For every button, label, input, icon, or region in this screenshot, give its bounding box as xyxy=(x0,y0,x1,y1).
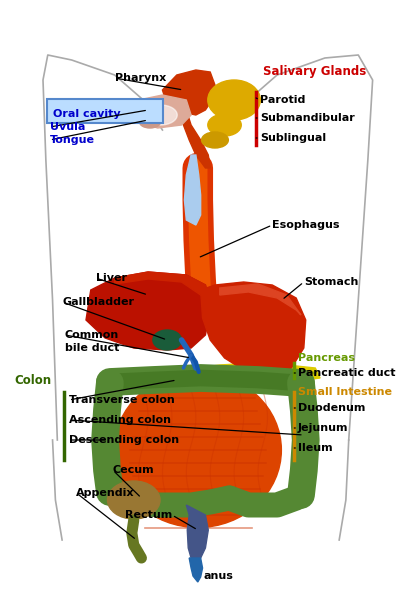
Text: Submandibular: Submandibular xyxy=(259,113,354,123)
Ellipse shape xyxy=(143,105,177,125)
Text: Common: Common xyxy=(65,330,119,340)
Text: Pharynx: Pharynx xyxy=(114,73,166,83)
Text: Duodenum: Duodenum xyxy=(297,403,365,413)
Text: anus: anus xyxy=(203,571,233,581)
Ellipse shape xyxy=(139,116,160,128)
Ellipse shape xyxy=(207,80,260,120)
Text: Cecum: Cecum xyxy=(112,465,154,475)
Polygon shape xyxy=(200,282,305,375)
Text: Oral cavity: Oral cavity xyxy=(52,109,120,119)
Text: Ileum: Ileum xyxy=(297,443,332,453)
Ellipse shape xyxy=(201,132,228,148)
Text: Esophagus: Esophagus xyxy=(272,220,339,230)
Polygon shape xyxy=(186,505,208,562)
Text: Parotid: Parotid xyxy=(259,95,304,105)
Text: Ascending colon: Ascending colon xyxy=(69,415,171,425)
Text: Appendix: Appendix xyxy=(76,488,135,498)
Text: Salivary Glands: Salivary Glands xyxy=(262,65,365,78)
Polygon shape xyxy=(86,272,210,350)
Text: Small Intestine: Small Intestine xyxy=(297,387,391,397)
Polygon shape xyxy=(219,284,300,315)
Polygon shape xyxy=(189,558,202,582)
Polygon shape xyxy=(162,70,214,115)
Text: Gallbladder: Gallbladder xyxy=(62,297,134,307)
Polygon shape xyxy=(184,155,200,225)
Text: Stomach: Stomach xyxy=(303,277,357,287)
Text: Liver: Liver xyxy=(95,273,126,283)
Polygon shape xyxy=(181,110,210,168)
Text: Pancreas: Pancreas xyxy=(297,353,354,363)
Ellipse shape xyxy=(114,372,281,528)
FancyBboxPatch shape xyxy=(47,99,163,123)
Text: Jejunum: Jejunum xyxy=(297,423,348,433)
Text: Tongue: Tongue xyxy=(50,135,95,145)
Polygon shape xyxy=(131,95,191,128)
Ellipse shape xyxy=(107,481,160,519)
Ellipse shape xyxy=(152,330,181,350)
Text: Uvula: Uvula xyxy=(50,122,85,132)
Text: Pancreatic duct: Pancreatic duct xyxy=(297,368,395,378)
Text: Colon: Colon xyxy=(14,374,51,387)
Text: Rectum: Rectum xyxy=(124,510,171,520)
Text: Sublingual: Sublingual xyxy=(259,133,325,143)
Text: Descending colon: Descending colon xyxy=(69,435,178,445)
Text: bile duct: bile duct xyxy=(65,343,119,353)
Ellipse shape xyxy=(207,114,241,136)
Text: Transverse colon: Transverse colon xyxy=(69,395,174,405)
Polygon shape xyxy=(114,272,210,300)
Polygon shape xyxy=(195,363,319,382)
